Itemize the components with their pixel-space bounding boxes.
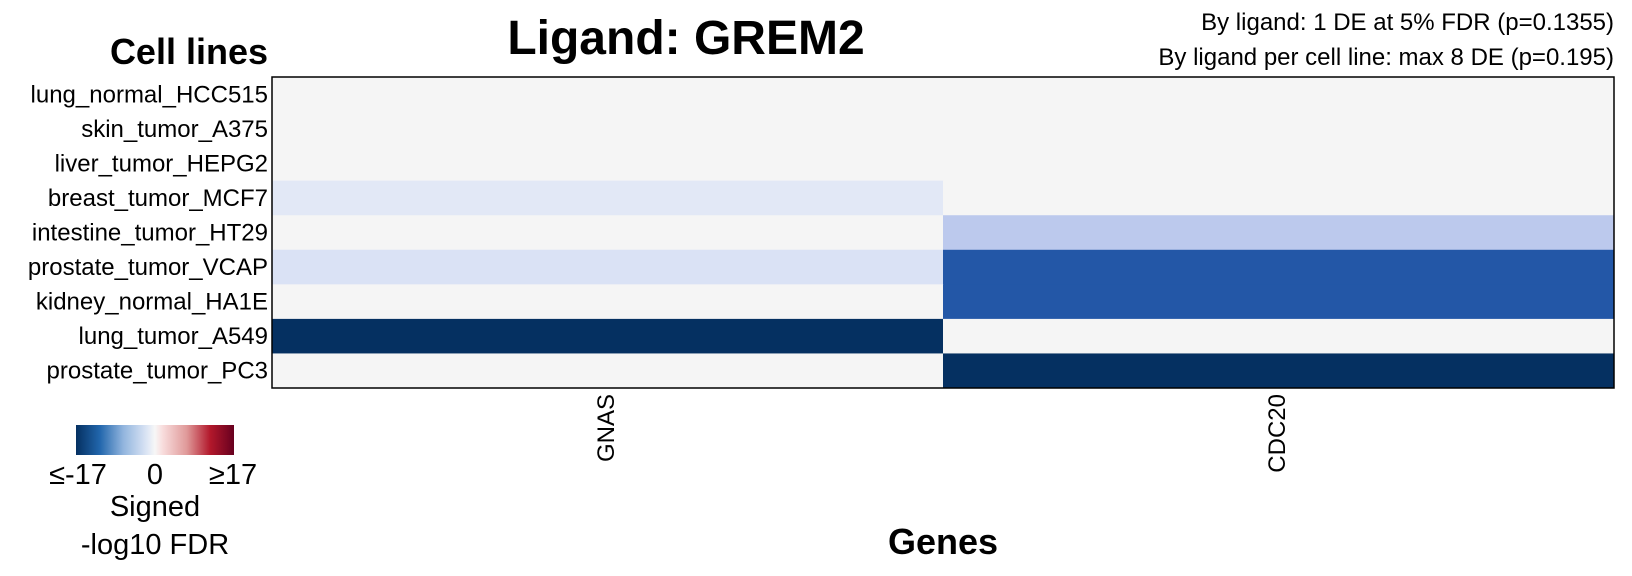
row-label-breast_tumor_MCF7: breast_tumor_MCF7: [48, 185, 268, 212]
row-label-lung_normal_HCC515: lung_normal_HCC515: [31, 81, 268, 108]
heatmap-frame: [271, 76, 1615, 389]
heatmap-cell-kidney_normal_HA1E-CDC20: [943, 284, 1615, 320]
legend-color-bar: [76, 425, 234, 455]
legend-title-line-1: Signed: [110, 491, 200, 523]
heatmap-cell-prostate_tumor_VCAP-CDC20: [943, 249, 1615, 285]
heatmap-cell-liver_tumor_HEPG2-GNAS: [272, 146, 944, 182]
heatmap-cell-skin_tumor_A375-CDC20: [943, 111, 1615, 147]
row-label-lung_tumor_A549: lung_tumor_A549: [79, 323, 268, 350]
row-label-kidney_normal_HA1E: kidney_normal_HA1E: [36, 289, 268, 316]
heatmap-cell-liver_tumor_HEPG2-CDC20: [943, 146, 1615, 182]
row-label-liver_tumor_HEPG2: liver_tumor_HEPG2: [55, 150, 268, 177]
heatmap-cell-prostate_tumor_VCAP-GNAS: [272, 249, 944, 285]
row-label-prostate_tumor_VCAP: prostate_tumor_VCAP: [28, 254, 268, 281]
heatmap-cell-lung_tumor_A549-GNAS: [272, 318, 944, 354]
heatmap-cell-breast_tumor_MCF7-GNAS: [272, 180, 944, 216]
legend-high-label: ≥17: [209, 459, 257, 491]
legend-title-line-2: -log10 FDR: [81, 529, 229, 561]
heatmap-cell-lung_normal_HCC515-GNAS: [272, 77, 944, 113]
row-label-intestine_tumor_HT29: intestine_tumor_HT29: [32, 220, 268, 247]
column-labels: GNAS CDC20: [593, 394, 1291, 473]
y-axis-title: Cell lines: [110, 31, 268, 72]
column-label-CDC20: CDC20: [1264, 394, 1291, 473]
row-label-prostate_tumor_PC3: prostate_tumor_PC3: [47, 358, 268, 385]
stats-line-2: By ligand per cell line: max 8 DE (p=0.1…: [1158, 44, 1614, 71]
x-axis-title: Genes: [888, 521, 998, 562]
legend-mid-label: 0: [147, 459, 163, 491]
heatmap-cell-breast_tumor_MCF7-CDC20: [943, 180, 1615, 216]
legend-low-label: ≤-17: [49, 459, 107, 491]
color-legend: ≤-17 0 ≥17 Signed -log10 FDR: [49, 425, 257, 561]
row-label-skin_tumor_A375: skin_tumor_A375: [81, 116, 268, 143]
heatmap-cell-skin_tumor_A375-GNAS: [272, 111, 944, 147]
chart-title: Ligand: GREM2: [507, 12, 864, 65]
row-labels: lung_normal_HCC515 skin_tumor_A375 liver_t…: [28, 81, 268, 384]
heatmap-cell-intestine_tumor_HT29-CDC20: [943, 215, 1615, 251]
heatmap-cell-intestine_tumor_HT29-GNAS: [272, 215, 944, 251]
heatmap-cell-prostate_tumor_PC3-CDC20: [943, 353, 1615, 389]
heatmap-cell-kidney_normal_HA1E-GNAS: [272, 284, 944, 320]
heatmap-cell-lung_normal_HCC515-CDC20: [943, 77, 1615, 113]
stats-line-1: By ligand: 1 DE at 5% FDR (p=0.1355): [1201, 9, 1614, 36]
heatmap-cell-prostate_tumor_PC3-GNAS: [272, 353, 944, 389]
column-label-GNAS: GNAS: [593, 394, 620, 462]
heatmap-cell-lung_tumor_A549-CDC20: [943, 318, 1615, 354]
heatmap-cells: [272, 77, 1615, 389]
